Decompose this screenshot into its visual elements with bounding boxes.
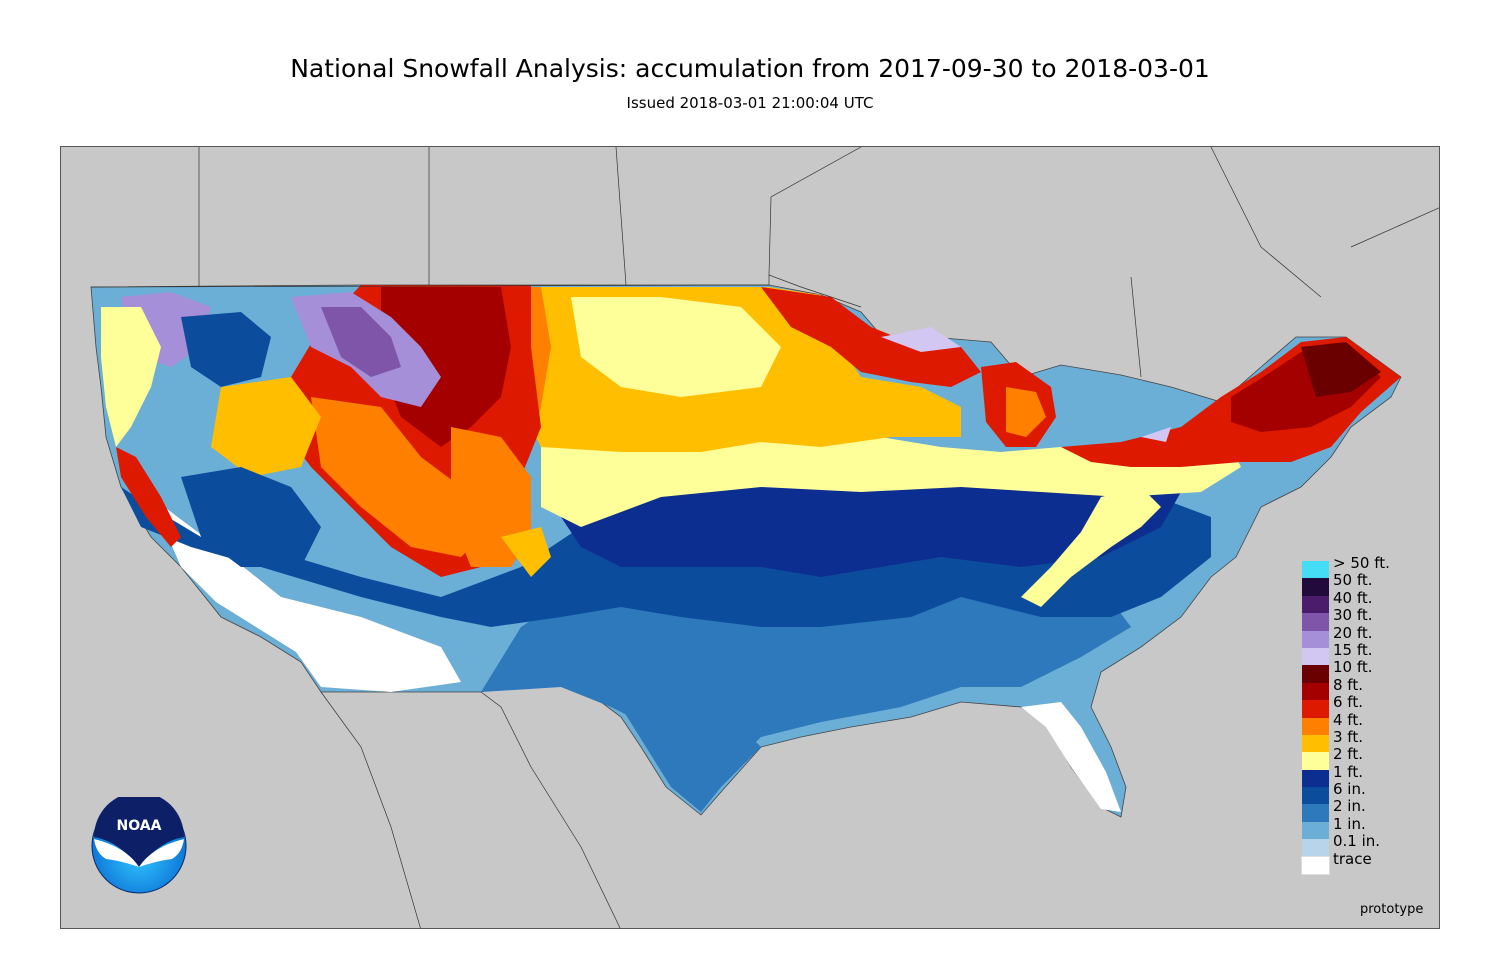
- legend-swatch: [1302, 734, 1329, 753]
- snow-4ft-rockies: [311, 397, 491, 557]
- legend-label: > 50 ft.: [1333, 554, 1390, 572]
- legend-label: 50 ft.: [1333, 571, 1373, 590]
- noaa-logo-text: NOAA: [117, 818, 162, 834]
- legend-label: 0.1 in.: [1333, 832, 1381, 851]
- trace-region-florida: [1021, 702, 1121, 812]
- legend-label: trace: [1333, 849, 1372, 868]
- legend-swatch: [1301, 855, 1330, 876]
- snow-6in-great-basin: [181, 467, 321, 567]
- snow-2ft-band: [541, 427, 1241, 527]
- legend-swatch: [1302, 665, 1329, 683]
- legend-swatch: [1302, 613, 1329, 631]
- snow-3ft-idaho: [211, 377, 321, 477]
- noaa-logo: NOAA: [91, 797, 187, 894]
- legend-swatch: [1302, 821, 1329, 840]
- map-subtitle: Issued 2018-03-01 21:00:04 UTC: [626, 94, 874, 112]
- legend-swatch: [1302, 839, 1329, 857]
- trace-region-southwest: [151, 497, 461, 692]
- legend-label: 3 ft.: [1333, 727, 1363, 746]
- legend-label: 8 ft.: [1333, 675, 1363, 694]
- legend-label: 30 ft.: [1333, 606, 1373, 625]
- country-borders: [90, 147, 1439, 928]
- snow-2ft-appalachia: [1021, 487, 1161, 607]
- legend-label: 6 in.: [1333, 780, 1366, 799]
- snow-4ft-michigan: [1006, 387, 1046, 437]
- snow-10ft-maine: [1301, 342, 1381, 397]
- snow-30ft-peaks-montana: [321, 307, 401, 377]
- lake-effect-ontario: [1141, 427, 1171, 442]
- legend-swatch: [1302, 700, 1329, 718]
- legend-label: 20 ft.: [1333, 623, 1373, 642]
- legend-swatch: [1302, 804, 1329, 822]
- prototype-label: prototype: [1360, 902, 1424, 917]
- snow-6in-pnw-basin: [181, 312, 271, 387]
- legend-swatch: [1302, 561, 1329, 579]
- legend-label: 10 ft.: [1333, 658, 1373, 677]
- snow-8ft-rockies: [381, 287, 511, 447]
- legend-swatch: [1302, 647, 1329, 666]
- legend-swatch: [1302, 717, 1329, 735]
- legend-label: 1 ft.: [1333, 762, 1363, 781]
- snow-2ft-dakota: [571, 297, 781, 397]
- snow-2ft-pnw: [101, 307, 161, 447]
- legend-label: 6 ft.: [1333, 693, 1363, 712]
- legend-label: 1 in.: [1333, 814, 1366, 833]
- legend-swatch: [1302, 595, 1329, 614]
- snow-3ft-colorado-foothills: [501, 527, 551, 577]
- snow-6ft-upper-midwest: [761, 287, 981, 387]
- legend-label: 2 in.: [1333, 797, 1366, 816]
- legend-label: 2 ft.: [1333, 745, 1363, 764]
- legend-swatch: [1302, 578, 1329, 596]
- map-canvas: [90, 147, 1439, 928]
- legend-label: 15 ft.: [1333, 640, 1373, 659]
- legend-swatch: [1302, 787, 1329, 805]
- legend-swatch: [1302, 682, 1329, 701]
- snow-1ft-band: [561, 477, 1181, 577]
- snowfall-map: [60, 146, 1440, 929]
- snow-4ft-colorado: [451, 427, 531, 567]
- legend-label: 40 ft.: [1333, 588, 1373, 607]
- legend-label: 4 ft.: [1333, 710, 1363, 729]
- map-title: National Snowfall Analysis: accumulation…: [290, 54, 1210, 83]
- legend-swatch: [1302, 769, 1329, 788]
- snow-2in-texas: [621, 707, 761, 812]
- legend-swatch: [1302, 630, 1329, 648]
- snow-6ft-sierra: [116, 447, 181, 547]
- lake-effect-superior: [881, 327, 961, 352]
- legend-swatch: [1302, 752, 1329, 770]
